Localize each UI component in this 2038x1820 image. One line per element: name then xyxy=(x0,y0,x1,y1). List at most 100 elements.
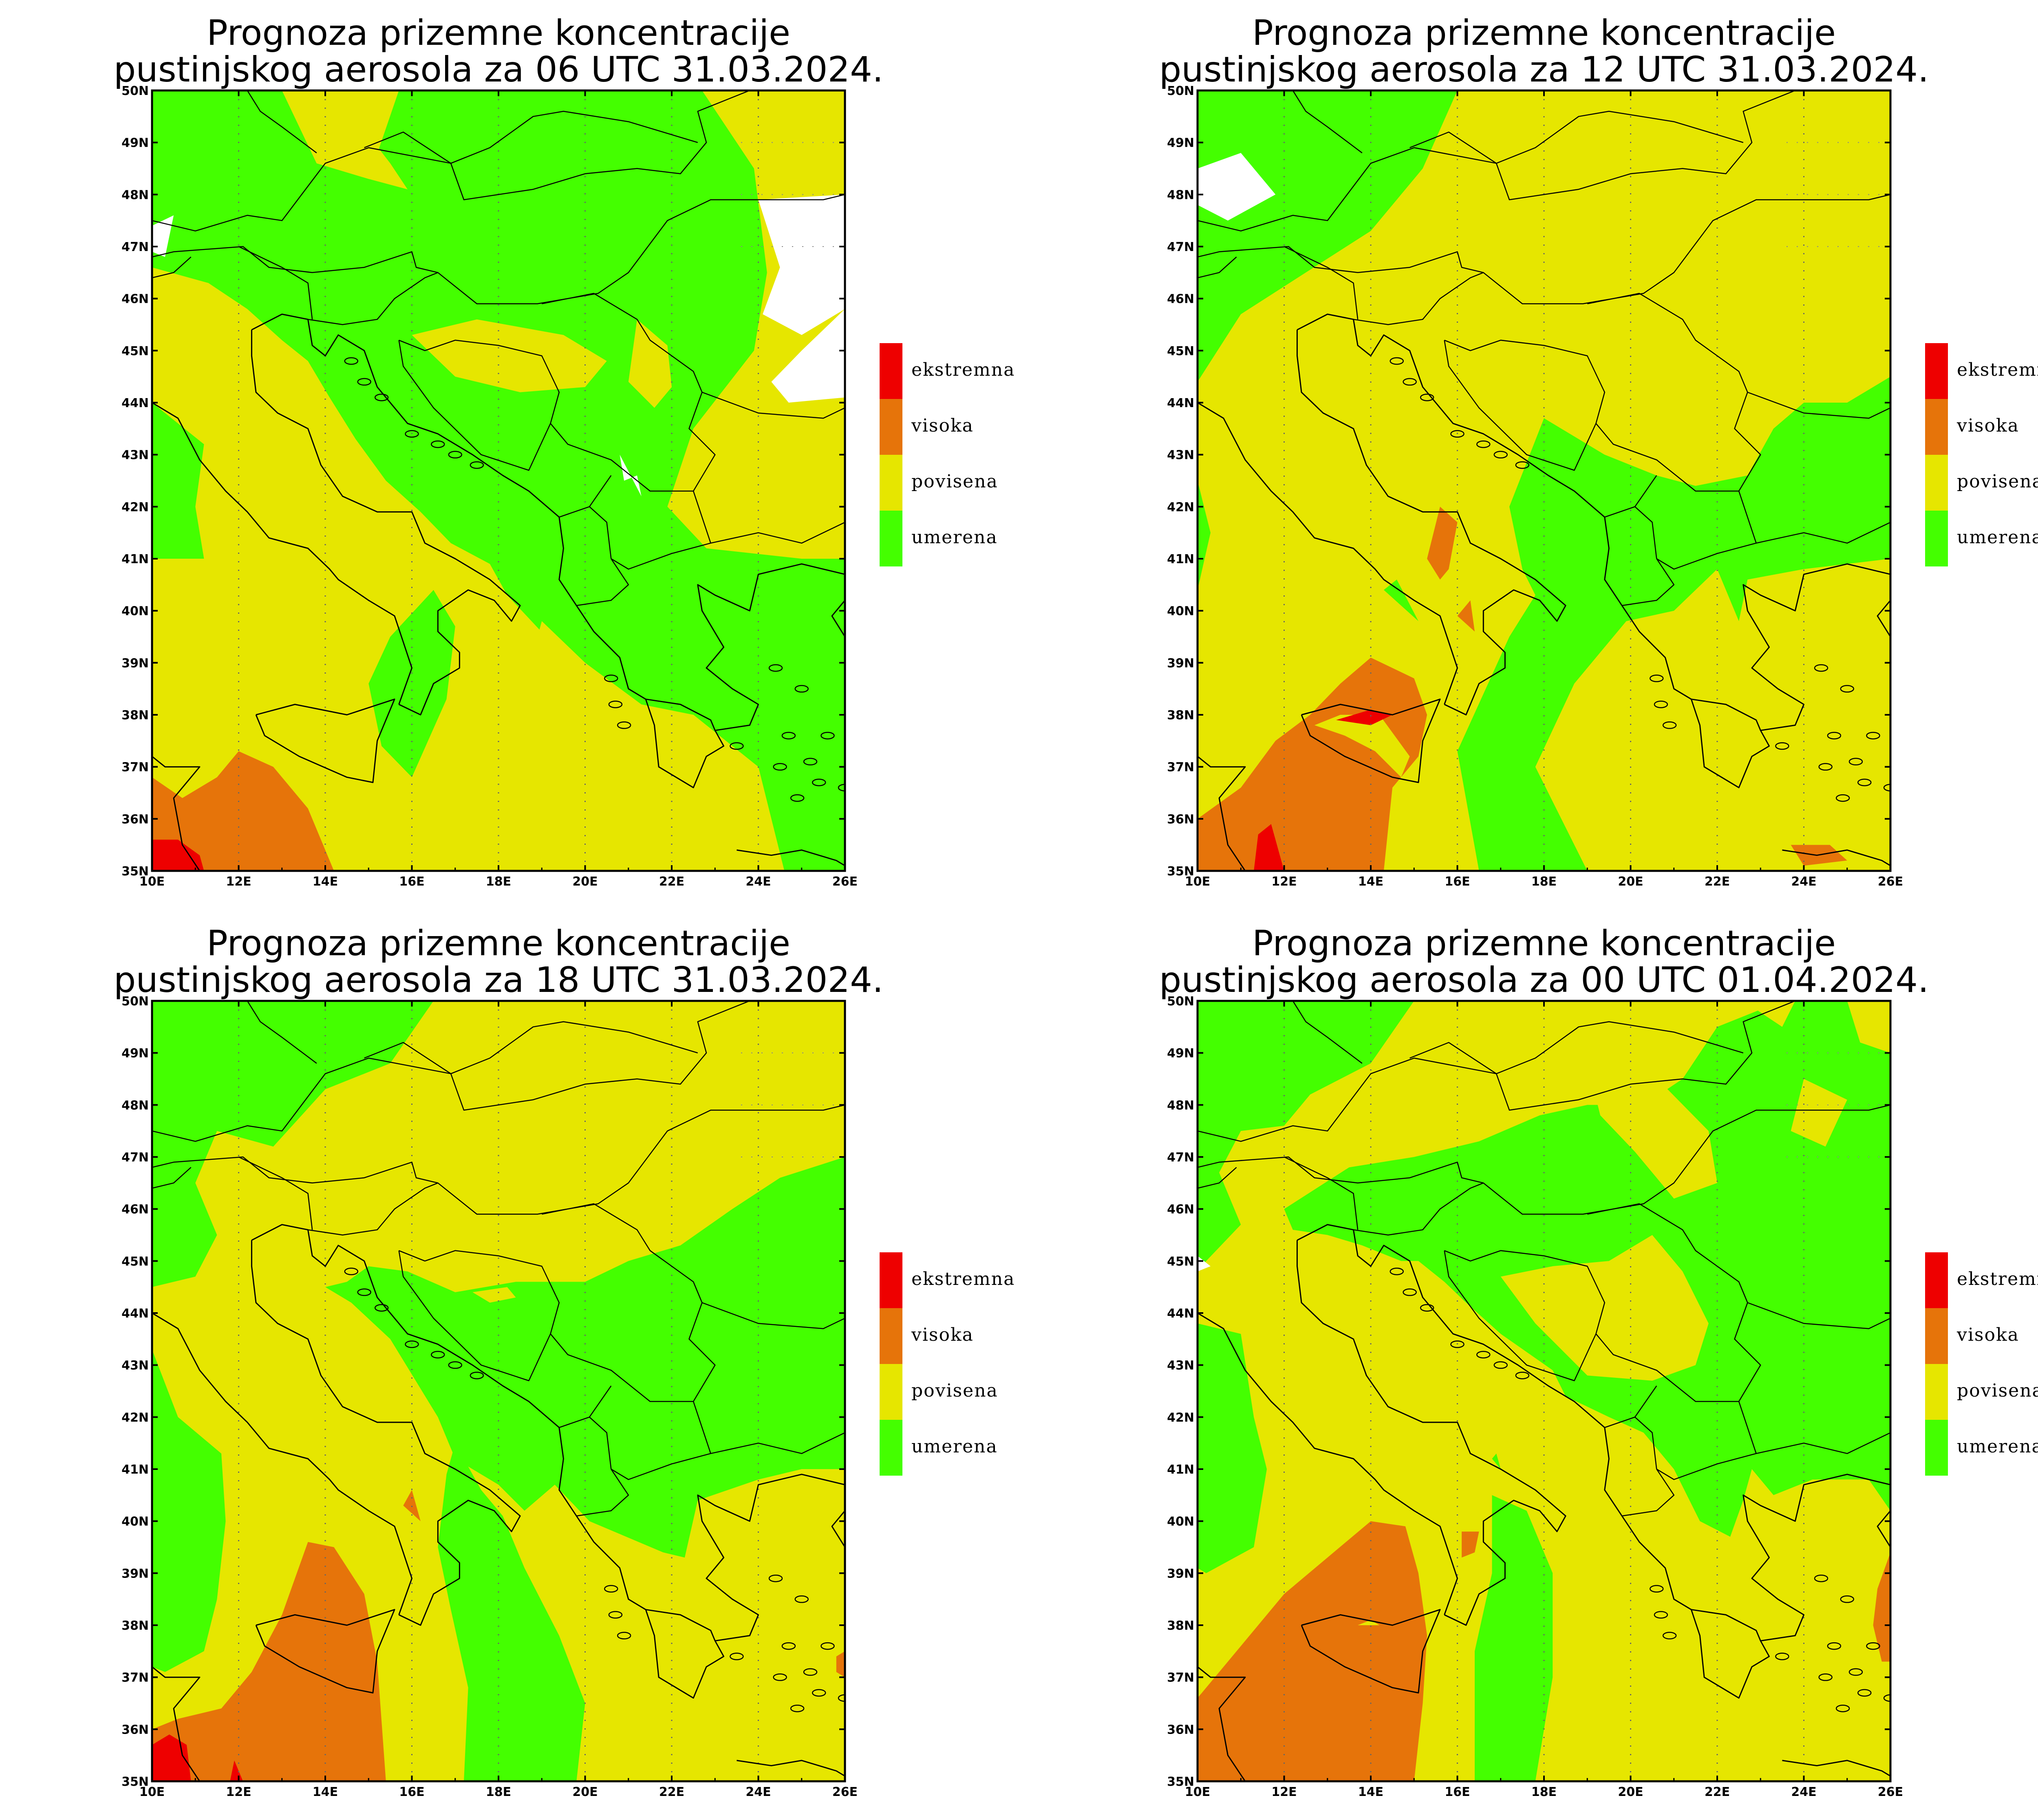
coastline xyxy=(255,698,395,783)
lat-tick-label: 36N xyxy=(121,1723,149,1737)
lon-tick-label: 22E xyxy=(1705,1785,1730,1799)
lon-tick-label: 24E xyxy=(746,875,771,889)
lat-tick-label: 48N xyxy=(121,188,149,202)
coastline xyxy=(251,1224,845,1699)
concentration-region-ekstremna xyxy=(152,839,204,871)
lat-tick-label: 49N xyxy=(121,136,149,150)
legend-swatch-povisena xyxy=(1925,1364,1948,1420)
lat-tick-label: 36N xyxy=(1167,812,1194,826)
country-border xyxy=(1444,339,1606,471)
island-outline xyxy=(604,674,618,682)
lat-tick-label: 49N xyxy=(121,1047,149,1061)
coastline xyxy=(1691,1609,1761,1641)
legend-swatch-ekstremna xyxy=(1925,1252,1948,1308)
concentration-region-umerena xyxy=(152,403,204,559)
lon-tick-label: 10E xyxy=(1185,875,1210,889)
map-title-line1: Prognoza prizemne koncentracije xyxy=(207,923,790,964)
lat-tick-label: 40N xyxy=(121,604,149,619)
island-outline xyxy=(344,1267,358,1276)
concentration-region-umerena xyxy=(1198,1001,1414,1271)
country-border xyxy=(1622,1469,1675,1517)
legend-swatch-visoka xyxy=(880,1308,902,1364)
coastline xyxy=(645,698,716,731)
lon-tick-label: 18E xyxy=(486,1785,511,1799)
map-panel-4: Prognoza prizemne koncentracijepustinjsk… xyxy=(1159,923,2038,1799)
concentration-region-povisena xyxy=(628,319,672,408)
concentration-region-povisena xyxy=(1587,1063,1717,1199)
concentration-region-umerena xyxy=(1492,1453,1501,1469)
coastline xyxy=(1691,698,1761,731)
lat-tick-label: 41N xyxy=(1167,1463,1194,1477)
coastline xyxy=(1782,849,1890,866)
island-outline xyxy=(1390,357,1404,365)
coastline xyxy=(1198,402,1458,705)
country-border xyxy=(1409,1021,1744,1074)
country-border xyxy=(1444,1250,1606,1382)
map-panel-1: Prognoza prizemne koncentracijepustinjsk… xyxy=(114,13,1015,889)
lat-tick-label: 42N xyxy=(1167,500,1194,514)
country-border xyxy=(1587,1203,1761,1402)
map-title-line2: pustinjskog aerosola za 12 UTC 31.03.202… xyxy=(1159,49,1929,90)
concentration-region-umerena xyxy=(152,1349,226,1672)
lon-tick-label: 24E xyxy=(1791,1785,1816,1799)
lat-tick-label: 45N xyxy=(121,344,149,358)
coastline xyxy=(152,1666,201,1781)
concentration-region-povisena xyxy=(1791,1079,1847,1147)
lat-tick-label: 48N xyxy=(1167,1098,1194,1113)
lat-tick-label: 50N xyxy=(1167,994,1194,1009)
lat-tick-label: 50N xyxy=(121,994,149,1009)
island-outline xyxy=(1814,1574,1828,1582)
map-title-line1: Prognoza prizemne koncentracije xyxy=(1252,13,1836,53)
island-outline xyxy=(1420,1304,1434,1312)
lon-tick-label: 12E xyxy=(226,875,251,889)
lat-tick-label: 35N xyxy=(1167,1775,1194,1789)
island-outline xyxy=(768,1574,783,1582)
lon-tick-label: 22E xyxy=(659,875,684,889)
island-outline xyxy=(344,357,358,365)
coastline xyxy=(1198,1312,1458,1615)
lat-tick-label: 46N xyxy=(1167,1203,1194,1217)
country-border xyxy=(152,1104,845,1215)
concentration-region-povisena xyxy=(412,319,607,392)
concentration-region-visoka xyxy=(1873,1552,1890,1662)
coastline xyxy=(1301,1609,1441,1694)
legend: ekstremna visoka povisena umerena xyxy=(880,1252,1014,1476)
lon-tick-label: 12E xyxy=(1271,875,1297,889)
country-border xyxy=(1292,1001,1363,1064)
lat-tick-label: 40N xyxy=(1167,604,1194,619)
coastline xyxy=(831,1510,845,1584)
country-border xyxy=(701,1302,845,1329)
island-outline xyxy=(1450,1340,1465,1348)
country-border xyxy=(1353,272,1484,325)
island-outline xyxy=(1866,732,1880,740)
concentration-region-ekstremna xyxy=(1254,824,1284,871)
coastline xyxy=(255,1609,395,1694)
lat-tick-label: 38N xyxy=(121,1619,149,1633)
concentration-region-visoka xyxy=(1198,1521,1427,1781)
lon-tick-label: 16E xyxy=(1445,1785,1470,1799)
lat-tick-label: 49N xyxy=(1167,1047,1194,1061)
island-outline xyxy=(1476,1351,1491,1359)
lon-tick-label: 10E xyxy=(139,875,165,889)
island-outline xyxy=(374,393,389,401)
lat-tick-label: 41N xyxy=(121,552,149,566)
legend-swatch-ekstremna xyxy=(1925,343,1948,399)
island-outline xyxy=(1515,461,1530,469)
country-border xyxy=(1738,491,1890,544)
lat-tick-label: 50N xyxy=(121,84,149,98)
coastline xyxy=(251,313,845,789)
island-outline xyxy=(1654,1611,1668,1619)
island-outline xyxy=(1403,378,1417,386)
country-border xyxy=(364,110,698,164)
concentration-region-umerena xyxy=(1383,579,1418,621)
lon-tick-label: 14E xyxy=(313,1785,338,1799)
country-border xyxy=(1738,1401,1890,1454)
island-outline xyxy=(1814,664,1828,672)
country-border xyxy=(1587,293,1761,492)
lat-tick-label: 37N xyxy=(121,760,149,775)
legend-label-povisena: povisena xyxy=(911,471,998,492)
legend-swatch-visoka xyxy=(1925,1308,1948,1364)
island-outline xyxy=(1654,701,1668,708)
coastline xyxy=(1198,1666,1246,1781)
country-border xyxy=(1198,1001,1795,1142)
